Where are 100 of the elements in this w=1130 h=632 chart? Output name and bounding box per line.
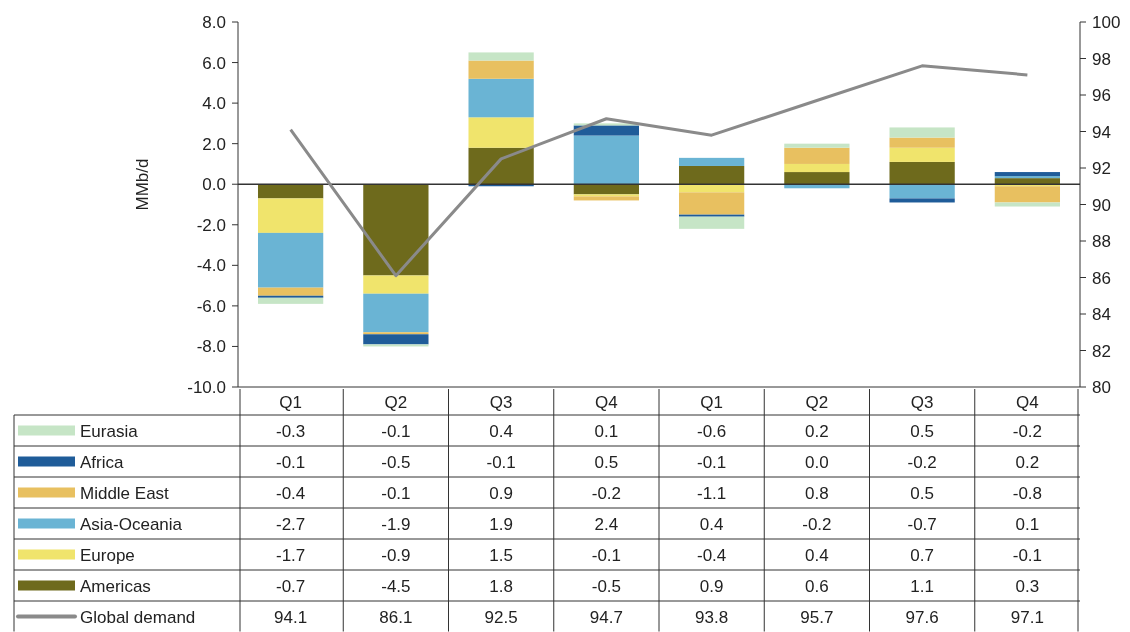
bar <box>784 147 850 164</box>
x-tick-label: Q3 <box>910 393 934 412</box>
data-label: 94.7 <box>589 607 623 627</box>
y-tick-label: 6.0 <box>202 53 226 73</box>
data-label: -0.1 <box>381 421 411 441</box>
data-label: 0.1 <box>1015 514 1040 534</box>
data-label: 1.1 <box>910 576 934 596</box>
legend-label: Americas <box>80 576 151 596</box>
y-tick-label: -8.0 <box>196 337 226 357</box>
data-label: -0.2 <box>591 483 622 503</box>
x-tick-label: Q1 <box>279 393 302 412</box>
legend-label: Africa <box>80 452 124 472</box>
bar <box>258 297 324 304</box>
bar <box>468 52 534 61</box>
data-label: -0.2 <box>1012 421 1043 441</box>
y-tick-label: -2.0 <box>196 215 226 235</box>
data-label: -0.7 <box>907 514 937 534</box>
data-label: 0.5 <box>910 483 934 503</box>
data-label: -0.1 <box>696 452 727 472</box>
data-label: -0.9 <box>381 545 411 565</box>
data-label: 0.9 <box>699 576 724 596</box>
data-label: 1.5 <box>489 545 513 565</box>
data-label: -0.8 <box>1012 483 1043 503</box>
y2-tick-label: 96 <box>1092 86 1111 105</box>
data-label: 0.1 <box>594 421 619 441</box>
data-label: 0.6 <box>805 576 829 596</box>
data-label: 1.8 <box>489 576 513 596</box>
y2-tick-label: 84 <box>1092 305 1111 324</box>
data-label: 86.1 <box>379 607 413 627</box>
data-label: -0.1 <box>591 545 622 565</box>
x-tick-label: Q2 <box>805 393 829 412</box>
bar <box>468 60 534 79</box>
bar <box>679 165 745 185</box>
bar <box>889 184 955 199</box>
data-label: 0.5 <box>594 452 619 472</box>
data-label: 0.5 <box>910 421 934 441</box>
y2-tick-label: 100 <box>1092 13 1121 32</box>
data-label: 97.1 <box>1010 607 1044 627</box>
bar <box>679 192 745 215</box>
bar <box>679 157 745 166</box>
bar <box>468 117 534 148</box>
data-label: 95.7 <box>800 607 834 627</box>
y2-tick-label: 80 <box>1092 378 1111 397</box>
y2-tick-label: 92 <box>1092 159 1111 178</box>
data-label: 0.4 <box>805 545 829 565</box>
data-label: 0.4 <box>699 514 724 534</box>
data-label: -1.1 <box>696 483 727 503</box>
bar <box>363 275 429 294</box>
data-label: -4.5 <box>381 576 411 596</box>
bar <box>889 137 955 148</box>
bar <box>258 198 324 233</box>
y-tick-label: 2.0 <box>202 134 226 154</box>
bar <box>573 194 639 197</box>
data-label: -0.1 <box>486 452 516 472</box>
bar <box>363 293 429 333</box>
data-label: -0.1 <box>1012 545 1043 565</box>
y2-tick-label: 86 <box>1092 268 1111 288</box>
y2-tick-label: 94 <box>1092 122 1111 142</box>
bar <box>258 295 324 298</box>
bar <box>679 216 745 229</box>
data-label: -0.7 <box>275 576 306 596</box>
y2-tick-label: 98 <box>1092 49 1111 69</box>
data-label: 1.9 <box>489 514 513 534</box>
data-label: -1.9 <box>381 514 411 534</box>
y2-tick-label: 88 <box>1092 232 1111 251</box>
bar <box>363 184 429 276</box>
legend-label: Middle East <box>80 483 170 503</box>
legend-label: Asia-Oceania <box>80 514 183 534</box>
data-label: -0.2 <box>907 452 937 472</box>
bar <box>468 78 534 118</box>
data-label: -0.1 <box>381 483 411 503</box>
y-tick-label: -6.0 <box>196 296 226 316</box>
bar <box>994 186 1060 203</box>
y-axis-title: MMb/d <box>133 158 152 211</box>
bar <box>573 125 639 136</box>
bar <box>994 202 1060 207</box>
bar <box>889 161 955 185</box>
data-label: -0.1 <box>275 452 306 472</box>
line-series <box>289 64 1029 278</box>
bar <box>889 127 955 138</box>
y-tick-label: -4.0 <box>196 256 226 276</box>
y-tick-label: -10.0 <box>187 378 226 397</box>
legend-label: Europe <box>80 545 135 565</box>
bar <box>679 214 745 217</box>
y2-tick-label: 82 <box>1092 341 1111 361</box>
data-label: -0.5 <box>591 576 622 596</box>
bar <box>784 172 850 185</box>
y-tick-label: 4.0 <box>202 94 226 114</box>
bar <box>573 196 639 201</box>
y-tick-label: 8.0 <box>202 13 226 32</box>
data-label: 0.2 <box>805 421 829 441</box>
x-tick-label: Q3 <box>489 393 513 412</box>
bar <box>994 176 1060 179</box>
bar <box>889 198 955 203</box>
data-label: -0.4 <box>275 483 306 503</box>
x-tick-label: Q2 <box>384 393 408 412</box>
bar <box>258 232 324 288</box>
data-label: 93.8 <box>695 607 729 627</box>
bar <box>889 147 955 162</box>
bar <box>573 135 639 185</box>
